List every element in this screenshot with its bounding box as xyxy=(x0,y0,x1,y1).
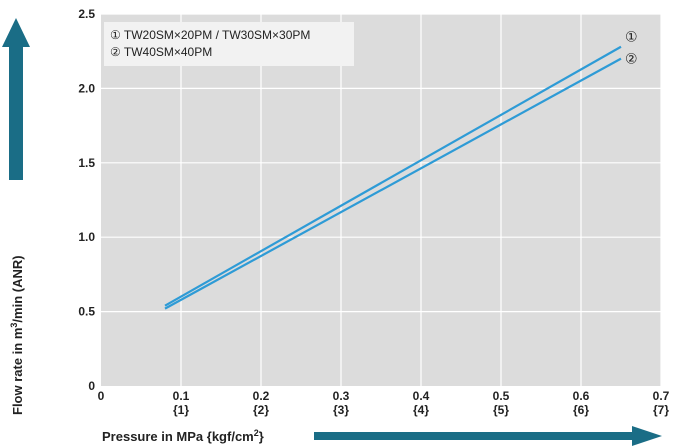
series-end-label-1: ① xyxy=(625,30,638,46)
y-tick-label: 2.5 xyxy=(78,7,95,21)
x-tick-labels: 0 0.1{1} 0.2{2} 0.3{3} 0.4{4} 0.5{5} 0.6{6} 0.7… xyxy=(98,389,670,417)
x-tick-sublabel: {2} xyxy=(253,403,269,417)
legend: ① TW20SM×20PM / TW30SM×30PM ② TW40SM×40P… xyxy=(104,22,354,66)
x-tick-sublabel: {3} xyxy=(333,403,349,417)
legend-entry-1: ① TW20SM×20PM / TW30SM×30PM xyxy=(110,28,310,42)
y-tick-label: 0 xyxy=(88,379,95,393)
y-axis-title: Flow rate in m3/min (ANR) xyxy=(9,255,25,415)
x-axis-arrow xyxy=(314,426,662,446)
x-tick-sublabel: {1} xyxy=(173,403,189,417)
x-tick-label: 0 xyxy=(98,389,105,403)
legend-entry-2: ② TW40SM×40PM xyxy=(110,45,212,59)
x-tick-sublabel: {7} xyxy=(653,403,669,417)
y-tick-label: 2.0 xyxy=(78,81,95,95)
y-tick-label: 1.0 xyxy=(78,230,95,244)
x-tick-sublabel: {4} xyxy=(413,403,429,417)
x-tick-label: 0.2 xyxy=(253,389,270,403)
x-tick-sublabel: {6} xyxy=(573,403,589,417)
x-tick-label: 0.4 xyxy=(413,389,430,403)
y-tick-label: 1.5 xyxy=(78,156,95,170)
y-tick-label: 0.5 xyxy=(78,305,95,319)
x-axis-title: Pressure in MPa {kgf/cm2} xyxy=(102,428,264,444)
x-tick-label: 0.5 xyxy=(493,389,510,403)
x-tick-label: 0.7 xyxy=(653,389,670,403)
x-tick-label: 0.6 xyxy=(573,389,590,403)
x-tick-sublabel: {5} xyxy=(493,403,509,417)
plot-area xyxy=(101,14,661,386)
x-tick-label: 0.3 xyxy=(333,389,350,403)
y-axis-arrow xyxy=(2,18,30,180)
y-tick-labels: 0 0.5 1.0 1.5 2.0 2.5 xyxy=(78,7,95,393)
x-tick-label: 0.1 xyxy=(173,389,190,403)
series-end-label-2: ② xyxy=(625,52,638,68)
